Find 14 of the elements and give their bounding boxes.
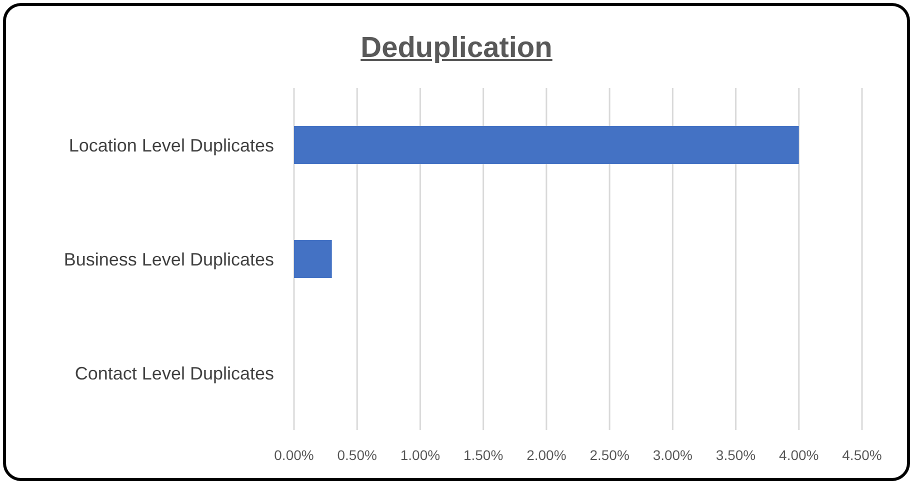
y-tick-label: Location Level Duplicates [68, 135, 274, 156]
x-tick-label: 3.50% [716, 446, 756, 463]
x-tick-label: 2.50% [590, 446, 630, 463]
x-tick-label: 0.00% [274, 446, 314, 463]
x-tick-label: 2.00% [526, 446, 566, 463]
x-tick-label: 3.00% [652, 446, 693, 463]
x-tick-label: 4.50% [842, 446, 882, 463]
chart-title: Deduplication [360, 32, 554, 65]
y-tick-label: Contact Level Duplicates [74, 363, 274, 384]
x-tick-label: 0.50% [337, 446, 377, 463]
y-tick-label: Business Level Duplicates [64, 249, 274, 270]
x-tick-label: 4.00% [779, 446, 819, 463]
x-tick-label: 1.50% [463, 446, 504, 463]
x-tick-label: 1.00% [400, 446, 440, 463]
